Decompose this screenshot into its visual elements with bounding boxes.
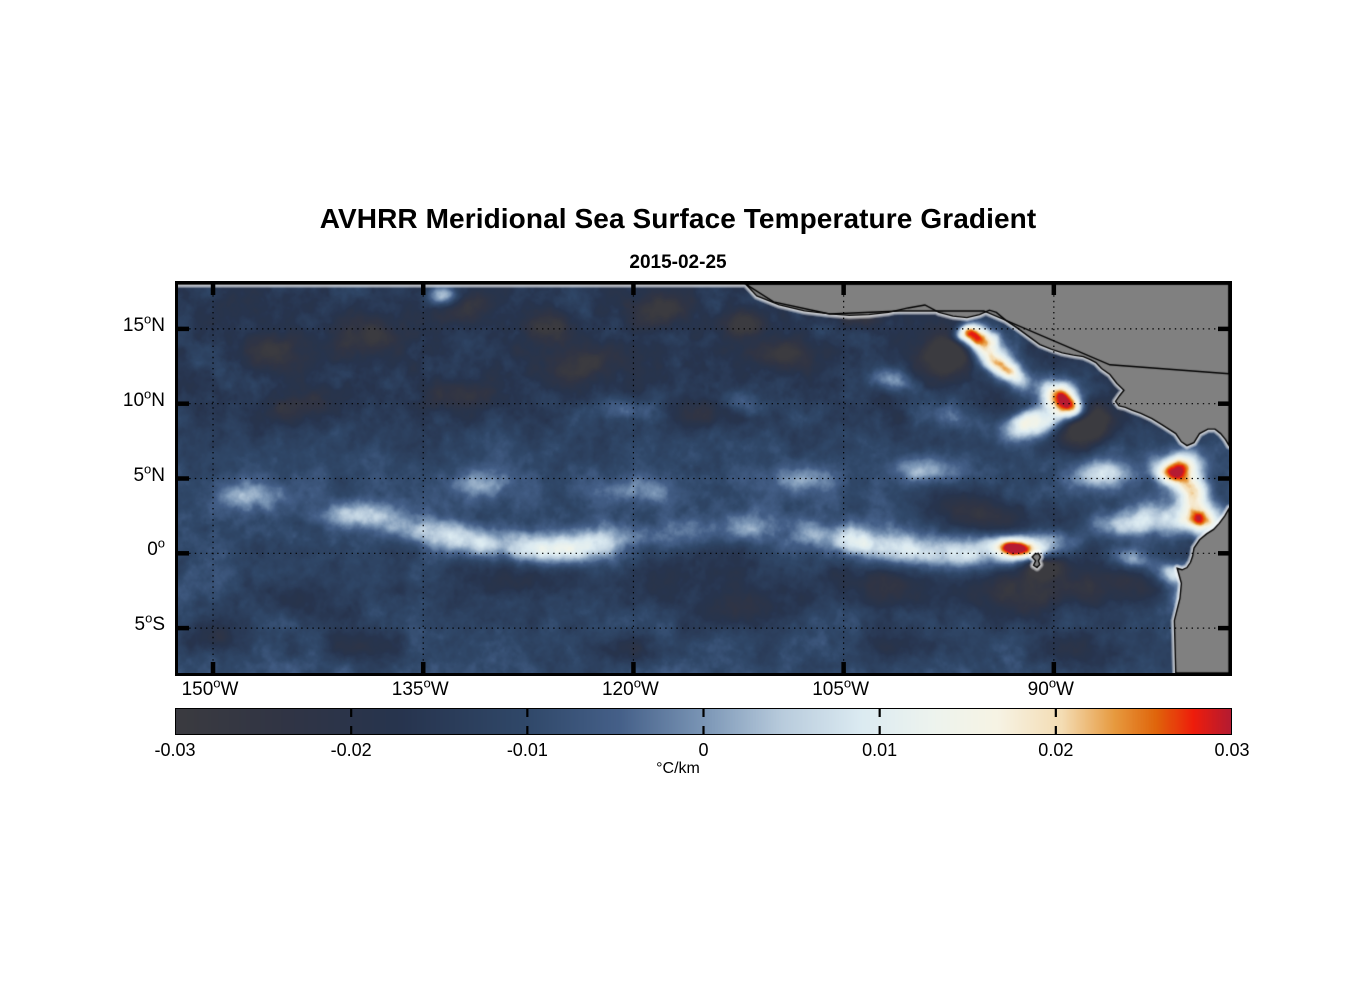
colorbar-unit-label: °C/km: [656, 760, 700, 777]
x-tick-label: 135oW: [391, 675, 449, 700]
y-tick-label: 5oS: [134, 610, 166, 636]
colorbar-tick-label: -0.02: [330, 740, 372, 760]
y-tick-label: 5oN: [133, 461, 165, 486]
x-tick-label: 90oW: [1027, 675, 1074, 700]
page-title: AVHRR Meridional Sea Surface Temperature…: [319, 203, 1037, 234]
colorbar-tick-label: -0.01: [506, 740, 548, 760]
colorbar-tick-marks: [350, 708, 1057, 735]
x-tick-label: 150oW: [181, 675, 239, 700]
x-tick-label: 105oW: [812, 675, 870, 700]
colorbar-tick-label: 0.03: [1214, 740, 1250, 760]
colorbar-tick-label: -0.03: [154, 740, 196, 760]
x-tick-label: 120oW: [601, 675, 659, 700]
map-axes: [175, 281, 1232, 676]
y-tick-label: 10oN: [122, 386, 165, 411]
sst-gradient-heatmap: [178, 284, 1229, 673]
colorbar-tick-label: 0: [698, 740, 709, 760]
colorbar-tick-label: 0.02: [1038, 740, 1074, 760]
colorbar-tick-label: 0.01: [862, 740, 898, 760]
colorbar: [175, 708, 1232, 735]
chart-subtitle-date: 2015-02-25: [629, 252, 727, 273]
y-tick-label: 0o: [147, 535, 165, 561]
y-tick-label: 15oN: [122, 311, 165, 336]
